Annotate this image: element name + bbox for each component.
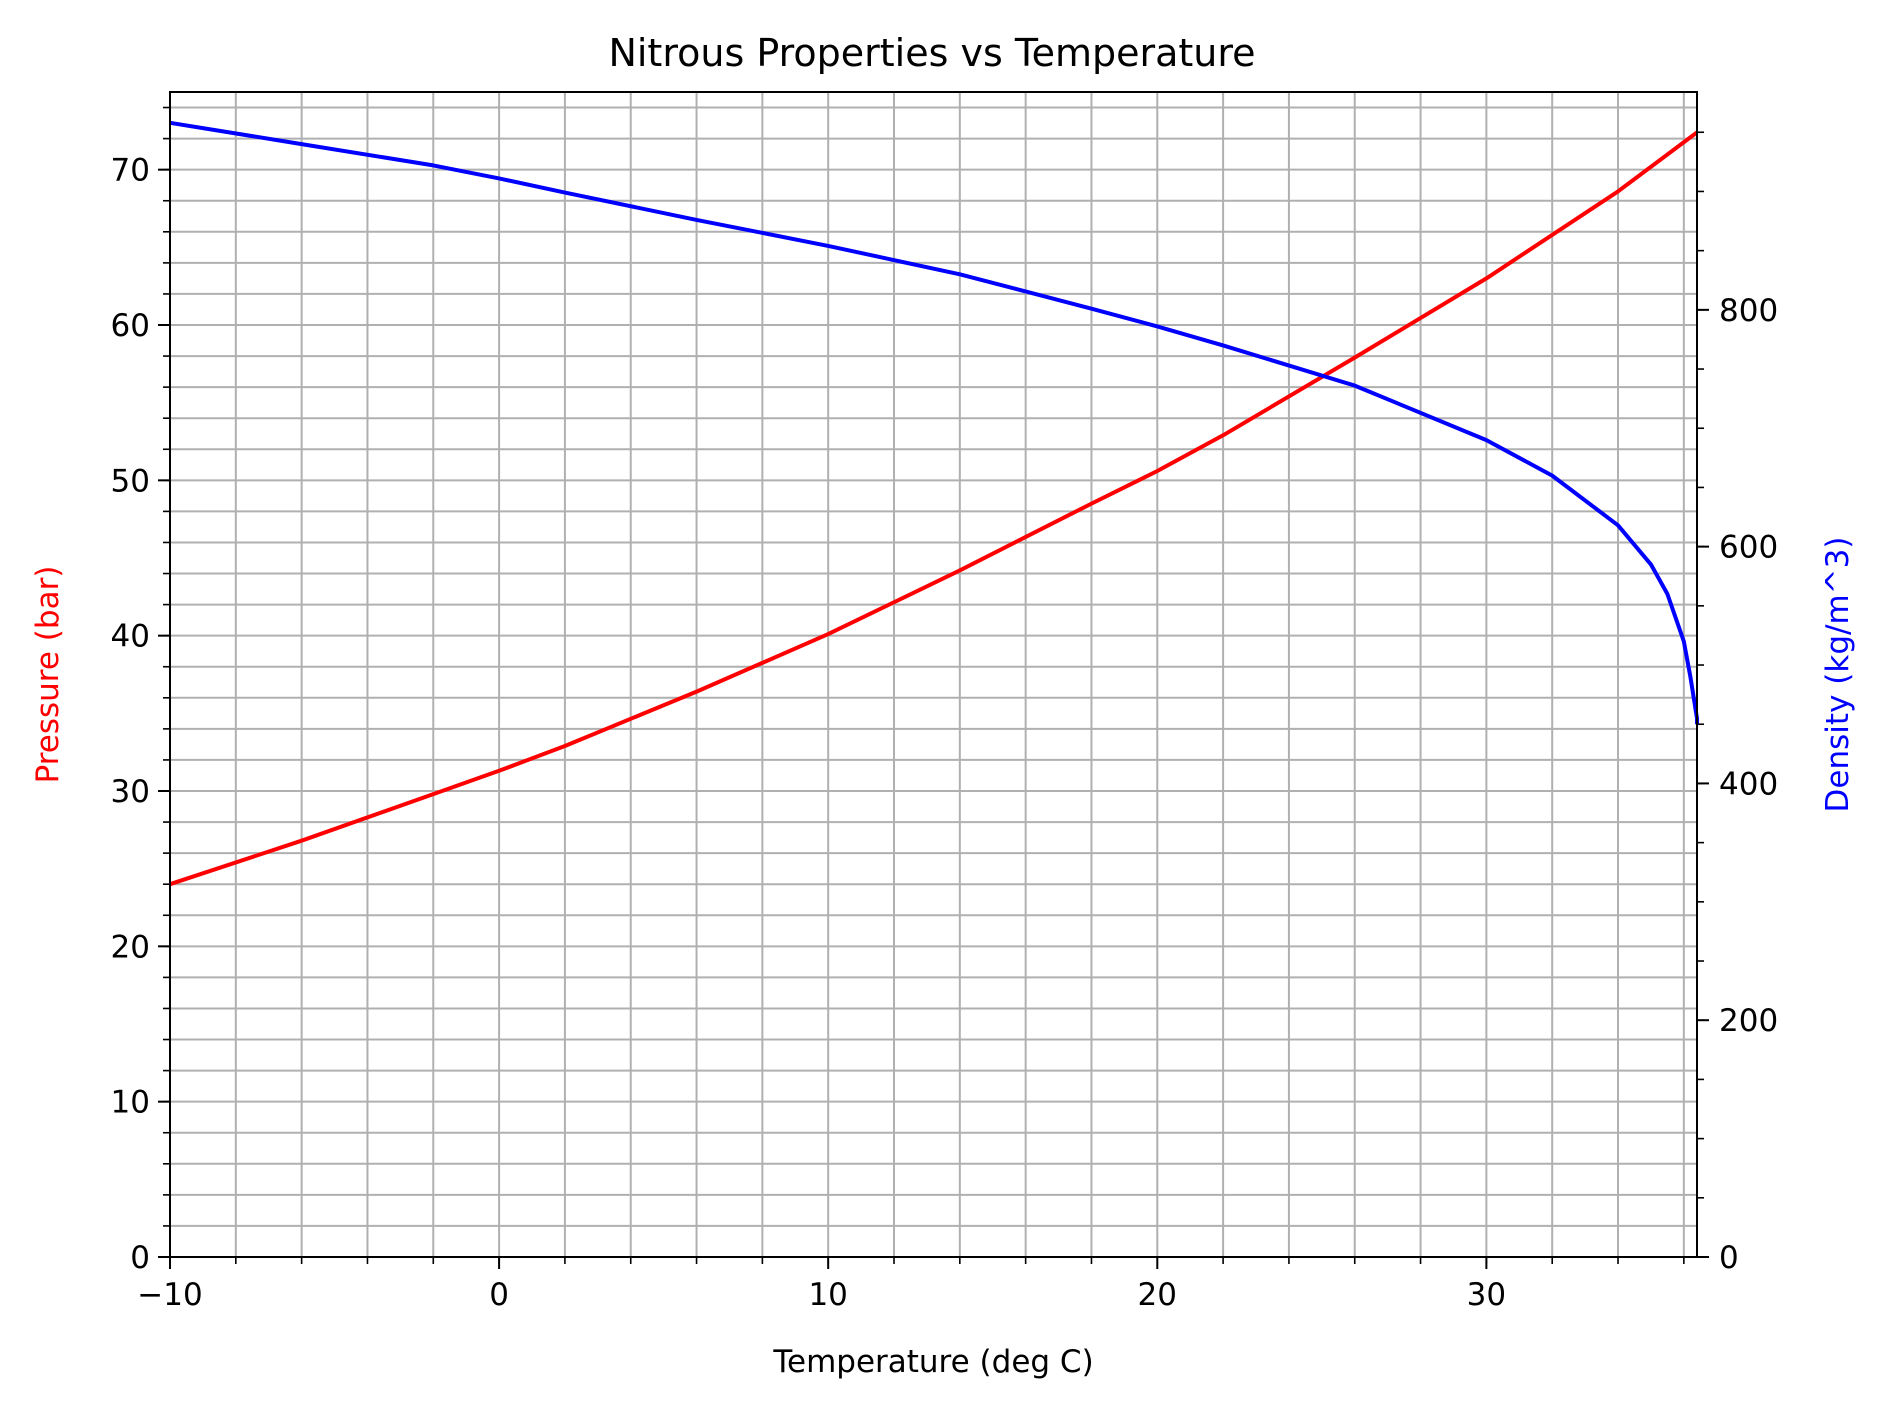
y-left-tick-label: 50	[111, 463, 150, 499]
pressure-series-line	[169, 130, 1699, 887]
y-left-tick-label: 60	[111, 308, 150, 344]
y-axis-right-label: Density (kg/m^3)	[1820, 537, 1856, 813]
y-left-tick-label: 40	[111, 619, 150, 655]
y-right-tick-label: 400	[1719, 766, 1778, 802]
grid	[169, 92, 1697, 1258]
y-right-tick-label: 600	[1719, 530, 1778, 566]
plot-frame	[169, 91, 1698, 1258]
chart-title: Nitrous Properties vs Temperature	[608, 31, 1255, 75]
y-right-tick-label: 200	[1719, 1003, 1778, 1039]
x-axis-label: Temperature (deg C)	[772, 1344, 1093, 1380]
x-tick-label: 20	[1138, 1277, 1177, 1313]
y-right-tick-label: 800	[1719, 293, 1778, 329]
y-right-tick-label: 0	[1719, 1240, 1739, 1276]
x-tick-label: 30	[1467, 1277, 1506, 1313]
y-left-tick-label: 0	[130, 1240, 150, 1276]
y-left-tick-label: 70	[111, 153, 150, 189]
density-series-line	[169, 120, 1699, 725]
y-left-tick-label: 10	[111, 1085, 150, 1121]
y-left-tick-label: 20	[111, 929, 150, 965]
x-tick-label: 10	[808, 1277, 847, 1313]
y-left-tick-label: 30	[111, 774, 150, 810]
x-tick-label: 0	[489, 1277, 509, 1313]
x-tick-label: −10	[137, 1277, 202, 1313]
y-axis-left-label: Pressure (bar)	[30, 566, 66, 784]
plot-series	[169, 120, 1699, 887]
